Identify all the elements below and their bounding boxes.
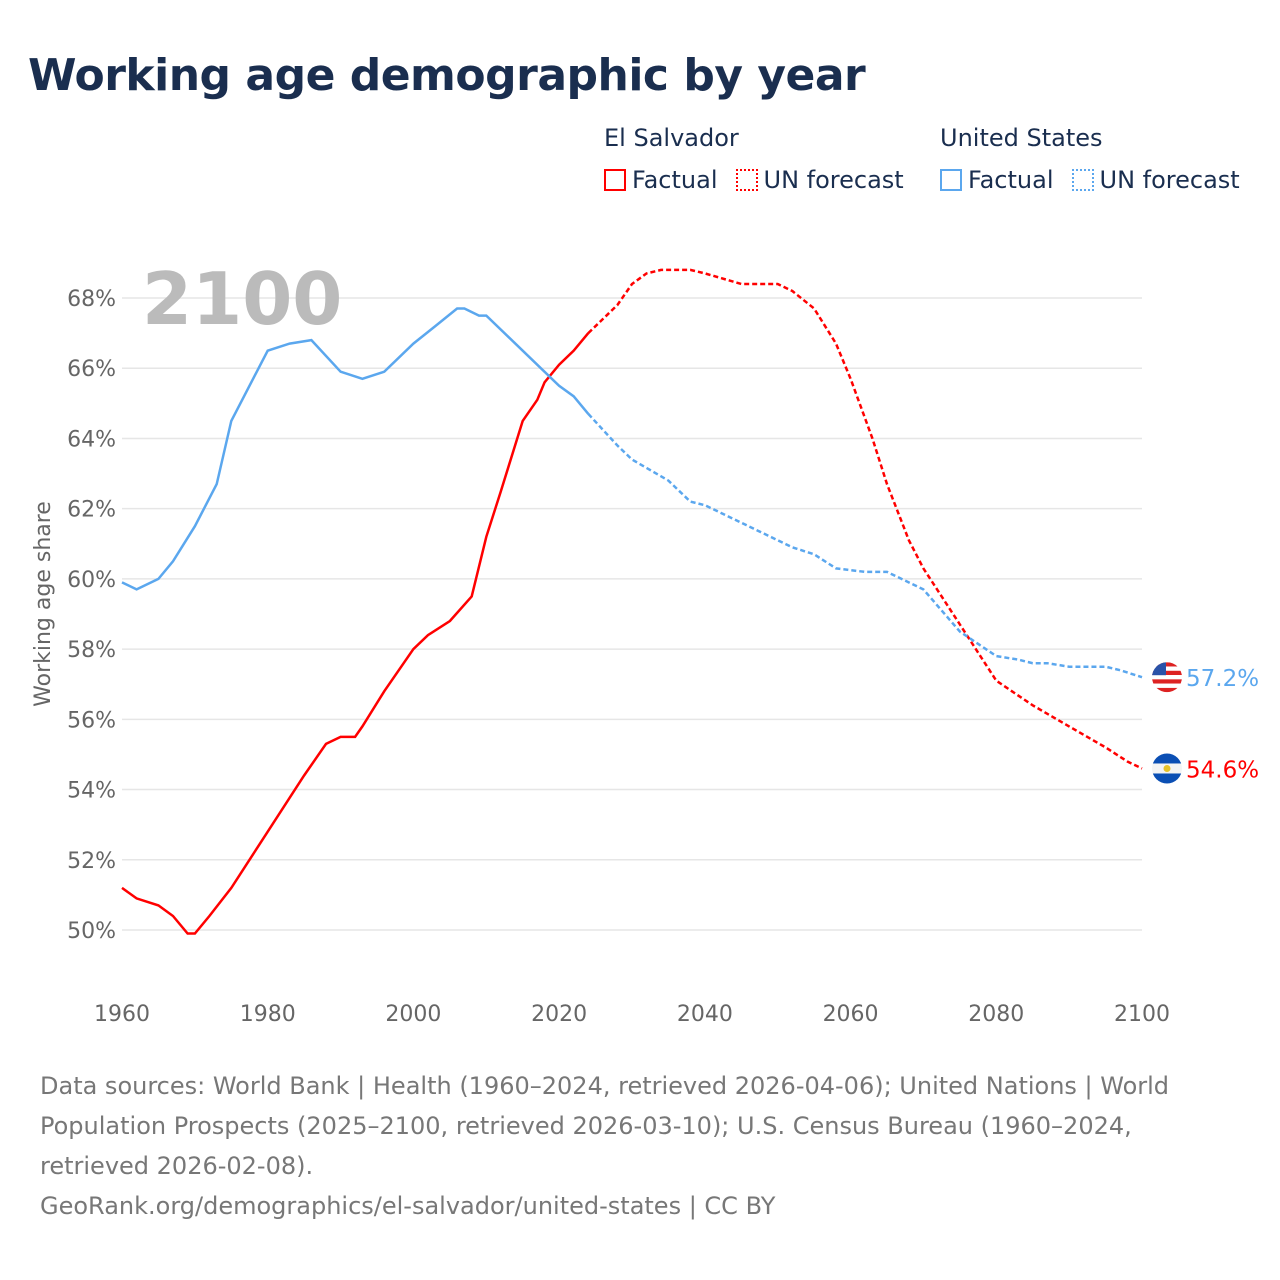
source-link[interactable]: GeoRank.org/demographics/el-salvador/uni… xyxy=(40,1192,776,1220)
legend-swatch-factual xyxy=(940,169,962,191)
united-states-factual-line xyxy=(121,307,590,591)
y-tick-label: 60% xyxy=(67,568,116,593)
el-salvador-flag-icon xyxy=(1152,753,1182,784)
legend-label-forecast[interactable]: UN forecast xyxy=(763,166,904,194)
x-tick-label: 1960 xyxy=(94,1002,150,1027)
y-tick-label: 68% xyxy=(67,287,116,312)
legend-group-name: United States xyxy=(940,124,1103,152)
footer: Data sources: World Bank | Health (1960–… xyxy=(40,1066,1240,1226)
x-tick-label: 2060 xyxy=(823,1002,879,1027)
legend-label-factual[interactable]: Factual xyxy=(632,166,718,194)
y-tick-label: 58% xyxy=(67,638,116,663)
legend-united-states: United States Factual UN forecast xyxy=(940,124,1258,194)
y-tick-label: 54% xyxy=(67,779,116,804)
y-tick-label: 66% xyxy=(67,357,116,382)
y-tick-label: 56% xyxy=(67,708,116,733)
x-tick-label: 1980 xyxy=(240,1002,296,1027)
y-tick-label: 50% xyxy=(67,919,116,944)
x-tick-label: 2000 xyxy=(385,1002,441,1027)
data-sources: Data sources: World Bank | Health (1960–… xyxy=(40,1072,1170,1180)
y-tick-label: 64% xyxy=(67,427,116,452)
legend-group-name: El Salvador xyxy=(604,124,739,152)
x-tick-label: 2020 xyxy=(531,1002,587,1027)
legend-swatch-forecast xyxy=(735,169,758,191)
legend-swatch-factual xyxy=(604,169,626,191)
y-tick-label: 52% xyxy=(67,849,116,874)
el-salvador-factual-line xyxy=(121,332,590,935)
chart-title: Working age demographic by year xyxy=(28,50,866,101)
year-watermark: 2100 xyxy=(142,257,342,341)
legend-label-factual[interactable]: Factual xyxy=(968,166,1054,194)
y-tick-label: 62% xyxy=(67,498,116,523)
x-tick-label: 2080 xyxy=(968,1002,1024,1027)
el-salvador-forecast-line xyxy=(587,268,1143,770)
el-salvador-end-value: 54.6% xyxy=(1186,757,1259,783)
legend-swatch-forecast xyxy=(1071,169,1094,191)
y-axis-label: Working age share xyxy=(31,501,56,707)
united-states-end-value: 57.2% xyxy=(1186,666,1259,692)
legend-label-forecast[interactable]: UN forecast xyxy=(1099,166,1240,194)
x-tick-label: 2040 xyxy=(677,1002,733,1027)
x-tick-label: 2100 xyxy=(1114,1002,1170,1027)
united-states-flag-icon xyxy=(1152,662,1182,693)
legend-el-salvador: El Salvador Factual UN forecast xyxy=(604,124,922,194)
united-states-forecast-line xyxy=(587,413,1143,679)
